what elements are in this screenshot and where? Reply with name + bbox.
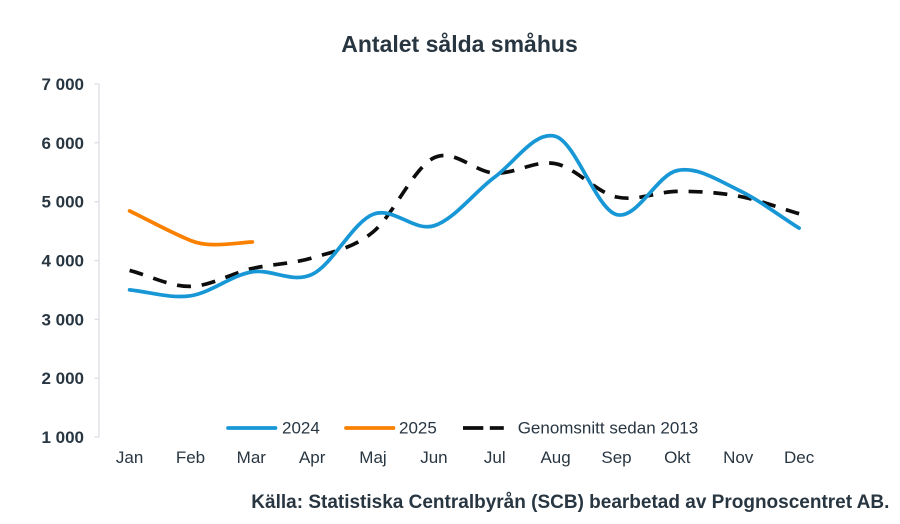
svg-text:Dec: Dec — [784, 448, 815, 467]
svg-text:6 000: 6 000 — [41, 134, 84, 153]
svg-text:1 000: 1 000 — [41, 428, 84, 447]
svg-text:3 000: 3 000 — [41, 310, 84, 329]
svg-text:Mar: Mar — [237, 448, 267, 467]
svg-text:Genomsnitt sedan 2013: Genomsnitt sedan 2013 — [518, 419, 699, 438]
svg-text:Sep: Sep — [601, 448, 631, 467]
svg-text:4 000: 4 000 — [41, 252, 84, 271]
svg-text:Feb: Feb — [176, 448, 205, 467]
svg-text:Apr: Apr — [299, 448, 326, 467]
svg-text:Aug: Aug — [540, 448, 570, 467]
svg-text:Antalet sålda småhus: Antalet sålda småhus — [341, 31, 577, 57]
svg-text:Jul: Jul — [484, 448, 506, 467]
svg-text:Okt: Okt — [664, 448, 691, 467]
svg-text:Nov: Nov — [723, 448, 754, 467]
svg-text:2024: 2024 — [282, 419, 320, 438]
svg-text:Källa: Statistiska Centralbyrå: Källa: Statistiska Centralbyrån (SCB) be… — [251, 492, 889, 513]
svg-text:2 000: 2 000 — [41, 369, 84, 388]
svg-text:5 000: 5 000 — [41, 193, 84, 212]
svg-text:2025: 2025 — [399, 419, 437, 438]
svg-text:Jun: Jun — [420, 448, 447, 467]
svg-text:7 000: 7 000 — [41, 75, 84, 94]
svg-text:Maj: Maj — [359, 448, 386, 467]
svg-text:Jan: Jan — [116, 448, 143, 467]
